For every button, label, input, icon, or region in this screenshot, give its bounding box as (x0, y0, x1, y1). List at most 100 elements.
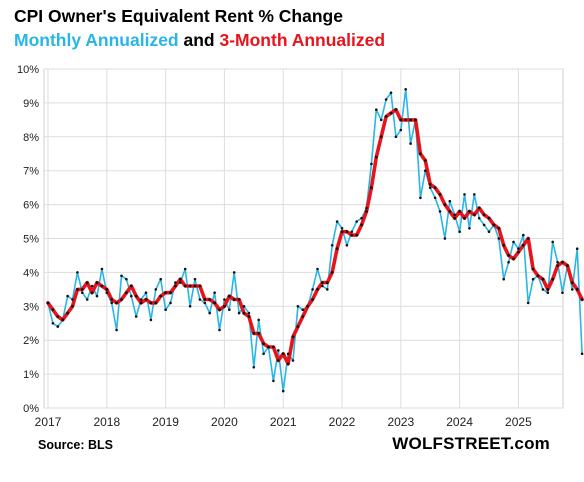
data-point-monthly (281, 389, 285, 393)
data-point-three-month (521, 243, 525, 247)
data-point-monthly (193, 277, 197, 281)
data-point-monthly (561, 291, 564, 295)
data-point-three-month (159, 294, 163, 298)
data-point-three-month (213, 301, 217, 305)
data-point-monthly (428, 186, 432, 189)
data-point-monthly (556, 260, 559, 264)
data-point-three-month (477, 206, 481, 210)
data-point-three-month (580, 298, 584, 301)
data-point-monthly (477, 216, 481, 220)
data-point-three-month (198, 284, 202, 288)
data-point-monthly (360, 216, 363, 220)
data-point-three-month (306, 304, 310, 308)
y-tick-label: 4% (23, 267, 39, 279)
data-point-monthly (237, 311, 241, 315)
data-point-three-month (125, 291, 128, 295)
data-point-three-month (350, 233, 354, 237)
data-point-monthly (296, 305, 300, 308)
data-point-monthly (183, 267, 187, 271)
data-point-monthly (330, 244, 334, 247)
data-point-three-month (379, 135, 383, 139)
data-point-monthly (198, 298, 202, 301)
data-point-monthly (90, 284, 94, 288)
data-point-monthly (438, 210, 442, 213)
data-point-monthly (419, 196, 422, 200)
x-tick-label: 2024 (446, 415, 473, 429)
y-tick-label: 7% (23, 166, 39, 178)
source-note: Source: BLS (38, 438, 114, 452)
data-point-monthly (404, 88, 408, 91)
data-point-three-month (340, 230, 344, 234)
data-point-three-month (252, 332, 256, 335)
y-tick-label: 1% (23, 369, 39, 381)
data-point-three-month (223, 304, 226, 308)
data-point-three-month (301, 315, 305, 318)
data-point-monthly (394, 135, 398, 139)
data-point-three-month (438, 193, 442, 196)
data-point-three-month (193, 284, 197, 288)
data-point-monthly (311, 288, 314, 291)
data-point-three-month (311, 298, 314, 301)
data-point-three-month (169, 291, 172, 295)
data-point-monthly (100, 267, 104, 271)
data-point-three-month (247, 315, 251, 318)
data-point-three-month (61, 318, 65, 322)
data-point-monthly (482, 223, 486, 227)
chart-subtitle: Monthly Annualized and 3-Month Annualize… (14, 30, 385, 51)
data-point-monthly (340, 227, 344, 230)
data-point-three-month (575, 288, 579, 291)
data-point-monthly (424, 169, 427, 172)
data-point-monthly (379, 118, 383, 122)
data-point-three-month (105, 288, 109, 291)
data-point-three-month (218, 308, 221, 312)
data-point-three-month (242, 311, 246, 315)
data-point-three-month (95, 281, 99, 284)
data-point-monthly (321, 284, 324, 288)
x-tick-label: 2021 (270, 415, 297, 429)
data-point-three-month (561, 260, 564, 264)
data-point-three-month (144, 298, 148, 301)
data-point-monthly (232, 271, 236, 274)
data-point-three-month (355, 233, 359, 237)
data-point-three-month (276, 359, 280, 362)
data-point-three-month (360, 223, 363, 227)
data-point-three-month (414, 118, 417, 122)
data-point-monthly (448, 199, 452, 203)
data-point-three-month (453, 216, 457, 220)
x-tick-label: 2023 (387, 415, 414, 429)
data-point-three-month (178, 277, 182, 281)
y-tick-label: 10% (17, 64, 39, 76)
data-point-monthly (149, 318, 153, 322)
data-point-monthly (208, 311, 211, 315)
data-point-monthly (125, 277, 128, 281)
data-point-monthly (522, 233, 525, 237)
data-point-three-month (370, 186, 373, 190)
data-point-monthly (487, 230, 491, 233)
data-point-three-month (409, 118, 412, 122)
data-point-monthly (120, 274, 123, 278)
data-point-monthly (286, 352, 290, 356)
data-point-monthly (443, 237, 447, 240)
y-tick-label: 9% (23, 98, 39, 110)
series-line-three-month (46, 107, 584, 366)
data-point-monthly (272, 379, 275, 383)
data-point-monthly (409, 142, 412, 145)
data-point-monthly (257, 318, 261, 322)
data-point-monthly (355, 220, 359, 223)
data-point-monthly (316, 267, 319, 271)
data-point-three-month (51, 308, 55, 312)
data-point-three-month (85, 281, 89, 284)
data-point-three-month (384, 115, 388, 118)
data-point-monthly (174, 281, 177, 284)
data-point-monthly (345, 244, 349, 247)
data-point-three-month (458, 210, 461, 213)
data-point-monthly (326, 288, 329, 291)
data-point-three-month (154, 301, 158, 305)
data-point-monthly (546, 291, 550, 295)
data-point-monthly (134, 315, 138, 318)
data-point-monthly (526, 301, 530, 305)
data-point-monthly (154, 288, 158, 291)
data-point-three-month (321, 281, 324, 284)
data-point-monthly (179, 281, 182, 284)
